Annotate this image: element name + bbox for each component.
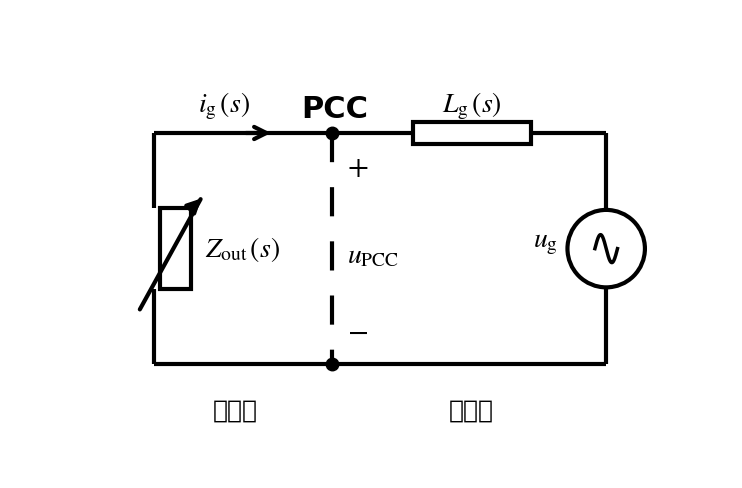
- Text: $+$: $+$: [347, 153, 368, 182]
- Text: $i_\mathrm{g}\,(s)$: $i_\mathrm{g}\,(s)$: [198, 91, 250, 122]
- Text: PCC: PCC: [301, 95, 368, 124]
- Text: $Z_\mathrm{out}\,(s)$: $Z_\mathrm{out}\,(s)$: [205, 235, 280, 264]
- Text: 电网侧: 电网侧: [449, 398, 494, 422]
- Text: $L_\mathrm{g}\,(s)$: $L_\mathrm{g}\,(s)$: [441, 91, 502, 122]
- Text: $u_\mathrm{PCC}$: $u_\mathrm{PCC}$: [347, 241, 399, 268]
- Text: $-$: $-$: [347, 317, 368, 346]
- Text: 逆变侧: 逆变侧: [212, 398, 257, 422]
- Bar: [160, 209, 191, 289]
- Text: $u_\mathrm{g}$: $u_\mathrm{g}$: [533, 229, 558, 257]
- Bar: [413, 122, 531, 145]
